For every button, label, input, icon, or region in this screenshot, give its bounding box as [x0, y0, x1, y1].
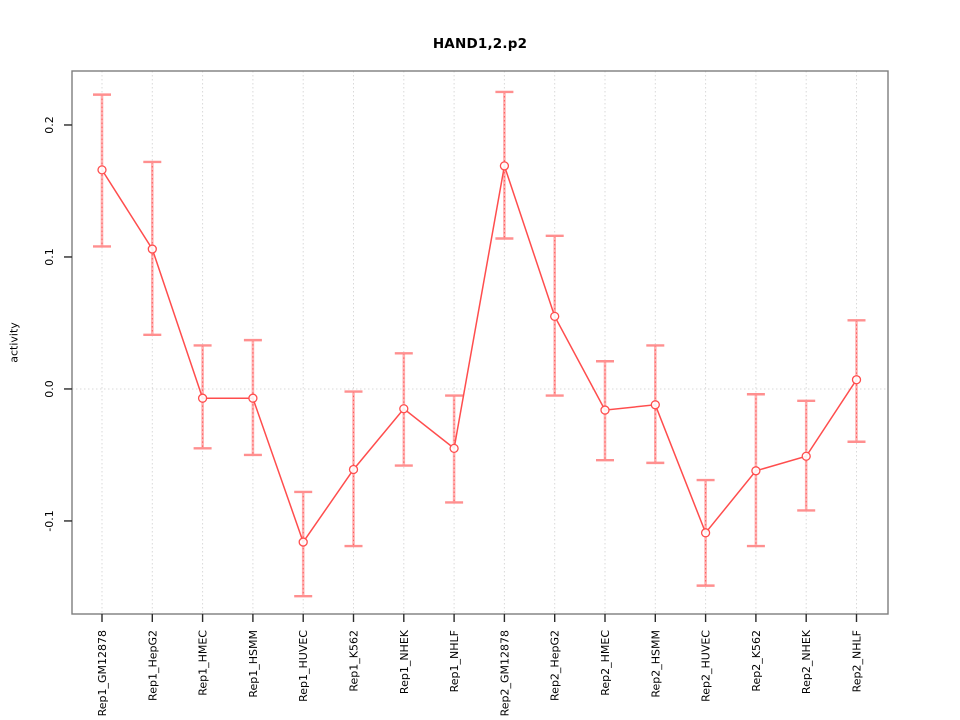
data-point-marker — [197, 393, 208, 403]
x-tick-label: Rep1_NHEK — [398, 629, 411, 694]
x-tick-label: Rep2_HMEC — [599, 630, 612, 696]
x-tick-label: Rep2_GM12878 — [498, 630, 511, 716]
data-point-marker — [751, 466, 761, 476]
data-point-marker — [348, 464, 359, 475]
x-tick-label: Rep1_HMEC — [197, 630, 210, 696]
data-point-marker — [97, 165, 107, 175]
x-tick-label: Rep1_HUVEC — [297, 630, 310, 702]
data-point-marker — [298, 537, 308, 547]
x-tick-label: Rep1_HSMM — [247, 630, 260, 698]
x-tick-label: Rep2_HepG2 — [549, 630, 562, 701]
data-point-marker — [650, 400, 660, 410]
data-point-marker — [550, 311, 560, 322]
data-point-marker — [449, 443, 459, 454]
data-point-marker — [248, 393, 258, 403]
data-point-marker — [801, 451, 811, 461]
x-tick-label: Rep1_NHLF — [448, 630, 461, 692]
y-tick-label: -0.1 — [43, 510, 56, 531]
x-tick-label: Rep1_K562 — [348, 630, 361, 692]
data-point-marker — [499, 161, 510, 171]
data-point-marker — [851, 375, 862, 385]
x-tick-label: Rep2_NHLF — [851, 630, 864, 692]
data-point-marker — [147, 244, 157, 254]
x-tick-label: Rep2_HSMM — [649, 630, 662, 698]
plot-frame — [71, 70, 889, 615]
data-point-marker — [399, 404, 409, 414]
x-tick-label: Rep1_HepG2 — [146, 630, 159, 701]
x-tick-label: Rep1_GM12878 — [96, 630, 109, 716]
data-point-marker — [700, 528, 711, 538]
x-tick-label: Rep2_NHEK — [800, 629, 813, 694]
y-tick-label: 0.1 — [43, 248, 56, 266]
x-tick-label: Rep2_K562 — [750, 630, 763, 692]
chart-title: HAND1,2.p2 — [432, 36, 528, 52]
data-point-marker — [600, 405, 610, 415]
series-line — [101, 165, 858, 544]
y-tick-label: 0.2 — [43, 116, 56, 134]
x-tick-label: Rep2_HUVEC — [700, 630, 713, 702]
y-tick-label: 0.0 — [43, 380, 56, 398]
